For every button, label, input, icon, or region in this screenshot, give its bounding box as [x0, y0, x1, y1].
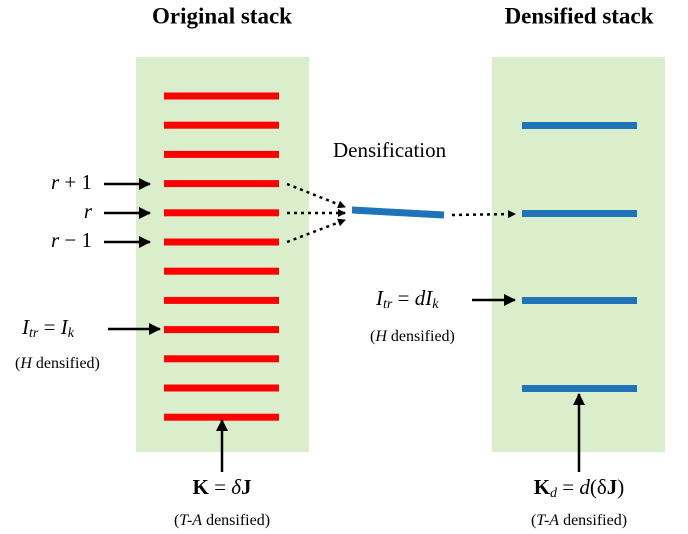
layer — [164, 180, 279, 188]
layer — [522, 122, 637, 129]
arrow — [286, 182, 346, 209]
densified-layers — [522, 122, 637, 392]
layer — [164, 238, 279, 246]
original-layers — [164, 92, 279, 421]
layer — [164, 209, 279, 217]
merged-layer — [351, 206, 445, 219]
current-label: Itr = dIk — [375, 286, 439, 312]
dotted-arrows — [286, 182, 516, 244]
layer — [164, 384, 279, 392]
layer — [522, 297, 637, 304]
layer — [522, 385, 637, 392]
layer-label: r + 1 — [51, 170, 92, 194]
process-label: Densification — [333, 138, 447, 162]
current-note: (H densified) — [370, 328, 455, 345]
layer — [164, 267, 279, 275]
layer — [164, 121, 279, 129]
layer — [164, 92, 279, 100]
current-note: (H densified) — [15, 355, 100, 372]
kernel-label: Kd = d(δJ) — [534, 475, 625, 501]
layer-label: r − 1 — [51, 228, 92, 252]
layer-label: r — [84, 199, 93, 223]
densified-panel — [492, 57, 665, 452]
layer — [164, 413, 279, 421]
layer — [164, 150, 279, 158]
kernel-note: (T-A densified) — [531, 512, 627, 529]
layer — [522, 210, 637, 217]
kernel-label: K = δJ — [193, 475, 252, 499]
kernel-note: (T-A densified) — [174, 512, 270, 529]
title: Densified stack — [505, 3, 654, 28]
title: Original stack — [152, 3, 292, 28]
layer — [164, 326, 279, 334]
arrow — [286, 218, 346, 244]
original-panel — [136, 57, 309, 452]
arrows — [104, 178, 585, 472]
current-label: Itr = Ik — [21, 315, 75, 341]
layer — [164, 296, 279, 304]
layer — [164, 355, 279, 363]
